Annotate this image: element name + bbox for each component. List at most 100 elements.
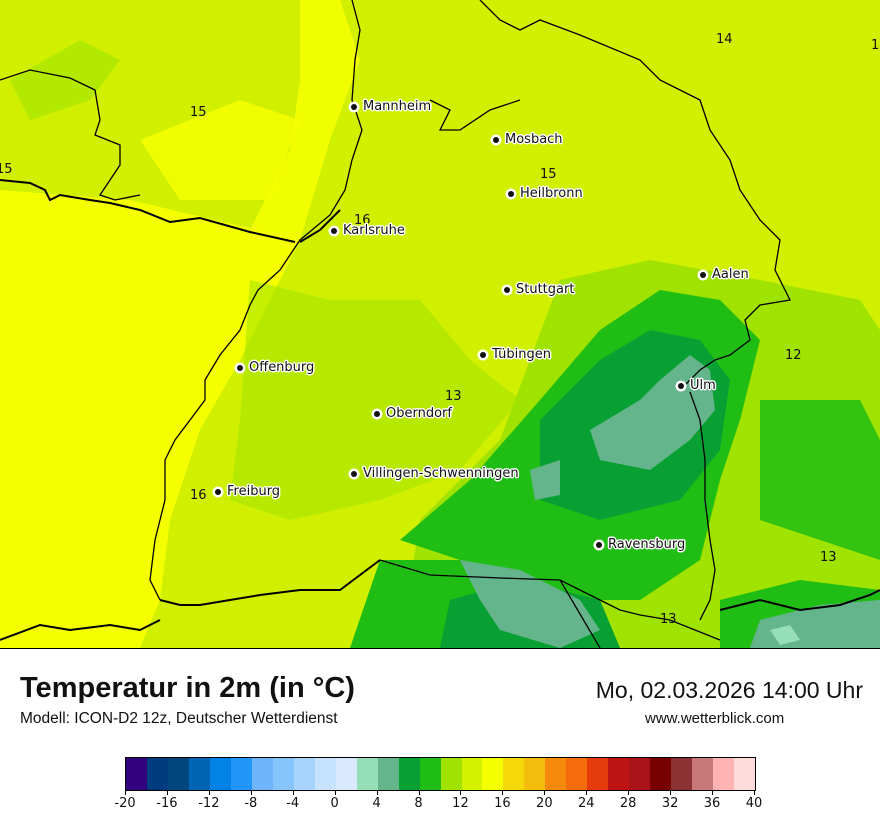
colorbar-tick-label: 40 — [745, 796, 763, 811]
colorbar-segment — [146, 758, 168, 790]
colorbar-segment — [398, 758, 420, 790]
contour-label: 13 — [820, 550, 837, 565]
city-dot-icon — [215, 488, 221, 495]
colorbar-tick-label: 16 — [494, 796, 511, 811]
colorbar-segment — [293, 758, 315, 790]
website-url: www.wetterblick.com — [645, 710, 785, 727]
colorbar-segment — [356, 758, 378, 790]
colorbar-segment — [440, 758, 462, 790]
colorbar-tick-label: 32 — [661, 796, 679, 811]
colorbar-tick-label: 24 — [577, 796, 595, 811]
city-name: Villingen-Schwenningen — [363, 466, 519, 481]
colorbar-segment — [587, 758, 609, 790]
colorbar-tick — [670, 790, 672, 795]
city-marker-villingen-schwenningen: Villingen-Schwenningen — [351, 466, 519, 481]
city-marker-mosbach: Mosbach — [493, 132, 563, 147]
city-marker-tuebingen: Tübingen — [480, 347, 551, 362]
colorbar-tick-label: -8 — [244, 796, 258, 811]
city-name: Offenburg — [249, 360, 315, 375]
colorbar-segment — [734, 758, 756, 790]
contour-label: 15 — [540, 167, 557, 182]
colorbar-segment — [230, 758, 252, 790]
city-marker-offenburg: Offenburg — [237, 360, 314, 375]
colorbar-segment — [461, 758, 483, 790]
colorbar-tick-label: 0 — [330, 796, 339, 811]
colorbar-tick-label: 4 — [372, 796, 381, 811]
colorbar-segment — [419, 758, 441, 790]
city-dot-icon — [480, 351, 486, 358]
colorbar-tick — [628, 790, 630, 795]
colorbar-tick-label: 12 — [452, 796, 469, 811]
temperature-field — [0, 0, 880, 648]
colorbar-segment — [167, 758, 189, 790]
city-marker-aalen: Aalen — [700, 267, 749, 282]
colorbar-tick — [418, 790, 420, 795]
city-name: Ravensburg — [608, 537, 686, 552]
colorbar-segment — [608, 758, 630, 790]
city-dot-icon — [700, 271, 706, 278]
city-name: Freiburg — [227, 484, 281, 499]
temperature-map: 15 15 15 16 14 14 13 12 16 13 13 Mannhei… — [0, 0, 880, 649]
contour-label: 16 — [354, 213, 371, 228]
contour-label: 15 — [0, 162, 13, 177]
colorbar-segment — [629, 758, 651, 790]
colorbar-segment — [566, 758, 588, 790]
colorbar-segment — [650, 758, 672, 790]
colorbar-tick — [125, 790, 126, 795]
colorbar-tick — [166, 790, 168, 795]
city-dot-icon — [678, 382, 684, 389]
colorbar-tick-label: 8 — [414, 796, 423, 811]
colorbar-segment — [503, 758, 525, 790]
colorbar-tick — [754, 790, 755, 795]
temperature-colorbar — [125, 757, 756, 791]
colorbar-tick-label: 36 — [703, 796, 721, 811]
city-dot-icon — [374, 410, 380, 417]
colorbar-segment — [314, 758, 336, 790]
colorbar-segment — [377, 758, 399, 790]
city-marker-mannheim: Mannheim — [351, 99, 431, 114]
colorbar-segment — [188, 758, 210, 790]
colorbar-segment — [545, 758, 567, 790]
colorbar-tick-label: -20 — [114, 796, 136, 811]
colorbar-tick-label: -4 — [286, 796, 300, 811]
colorbar-tick — [292, 790, 294, 795]
city-marker-freiburg: Freiburg — [215, 484, 280, 499]
city-name: Tübingen — [492, 347, 551, 362]
colorbar-tick — [376, 790, 378, 795]
colorbar-tick-label: 28 — [619, 796, 637, 811]
colorbar-tick — [334, 790, 336, 795]
contour-label: 14 — [716, 32, 733, 47]
colorbar-segment — [713, 758, 735, 790]
city-name: Heilbronn — [520, 186, 583, 201]
city-marker-stuttgart: Stuttgart — [504, 282, 574, 297]
colorbar-tick — [208, 790, 210, 795]
colorbar-segment — [335, 758, 357, 790]
colorbar-segment — [126, 758, 147, 790]
city-marker-ulm: Ulm — [678, 378, 716, 393]
model-source: Modell: ICON-D2 12z, Deutscher Wetterdie… — [20, 710, 338, 727]
contour-label: 15 — [190, 105, 207, 120]
colorbar-segment — [272, 758, 294, 790]
map-title: Temperatur in 2m (in °C) — [20, 672, 355, 704]
contour-label: 16 — [190, 488, 207, 503]
city-name: Oberndorf — [386, 406, 452, 421]
colorbar-tick — [502, 790, 504, 795]
city-marker-ravensburg: Ravensburg — [596, 537, 685, 552]
contour-label: 12 — [785, 348, 802, 363]
colorbar-segment — [482, 758, 504, 790]
contour-label: 14 — [871, 38, 880, 53]
colorbar-segment — [692, 758, 714, 790]
city-marker-karlsruhe: Karlsruhe — [331, 223, 405, 238]
colorbar-segment — [209, 758, 231, 790]
city-name: Mosbach — [505, 132, 563, 147]
city-dot-icon — [351, 103, 357, 110]
colorbar-tick — [712, 790, 714, 795]
city-marker-heilbronn: Heilbronn — [508, 186, 583, 201]
city-name: Ulm — [690, 378, 716, 393]
city-dot-icon — [331, 227, 337, 234]
city-dot-icon — [504, 286, 510, 293]
city-name: Mannheim — [363, 99, 432, 114]
city-name: Karlsruhe — [343, 223, 405, 238]
city-name: Aalen — [712, 267, 749, 282]
colorbar-tick — [544, 790, 546, 795]
